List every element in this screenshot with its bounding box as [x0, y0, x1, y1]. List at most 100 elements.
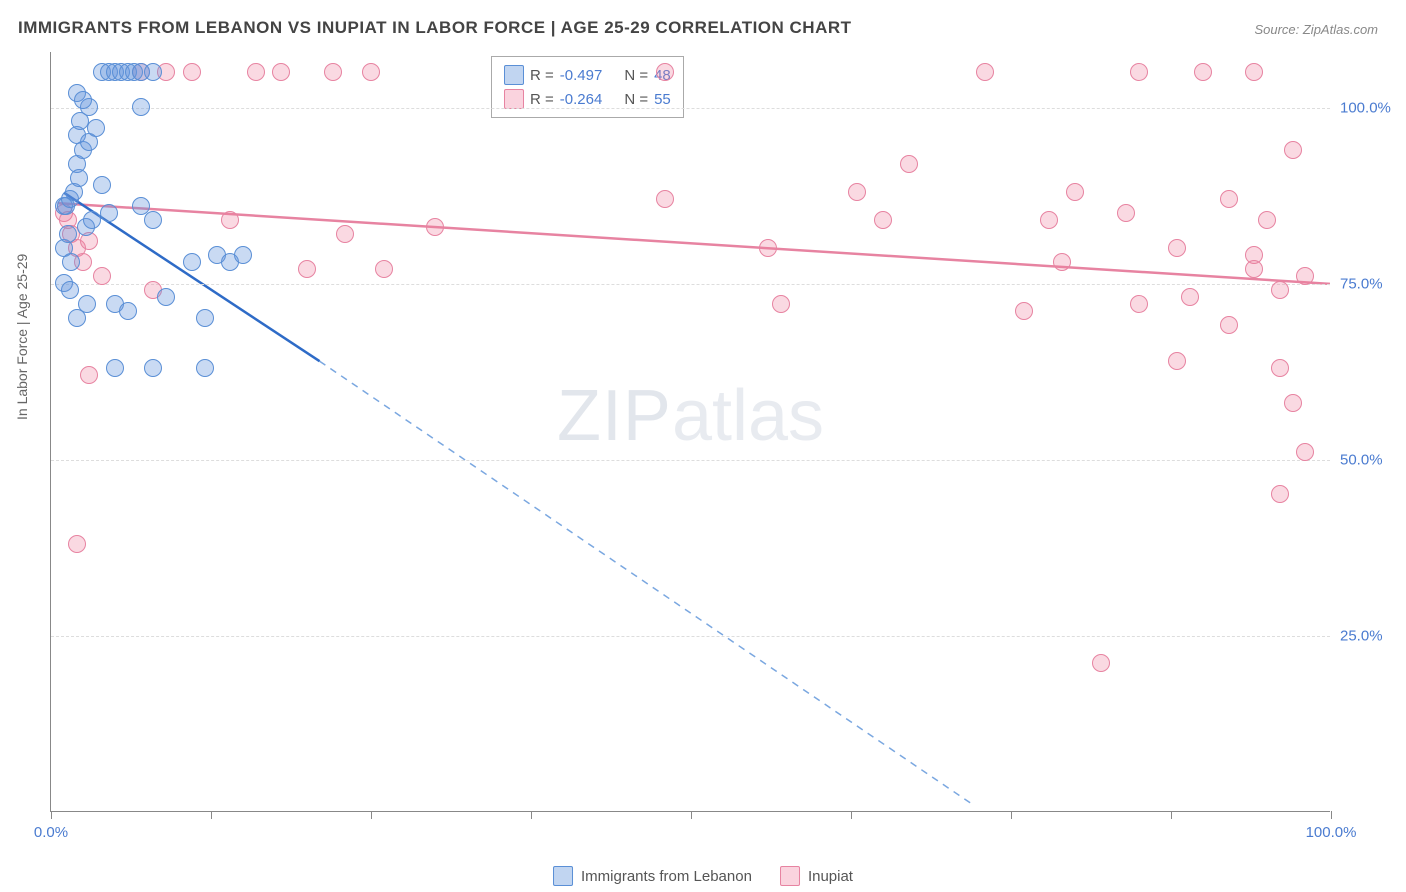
scatter-point-pink — [1181, 288, 1199, 306]
scatter-point-blue — [93, 176, 111, 194]
scatter-point-pink — [1053, 253, 1071, 271]
scatter-point-pink — [1245, 63, 1263, 81]
legend-n-label: N = — [624, 67, 648, 84]
scatter-point-blue — [83, 211, 101, 229]
scatter-point-blue — [132, 98, 150, 116]
scatter-point-blue — [144, 63, 162, 81]
scatter-point-blue — [144, 359, 162, 377]
scatter-point-pink — [848, 183, 866, 201]
source-attribution: Source: ZipAtlas.com — [1254, 22, 1378, 37]
scatter-point-blue — [87, 119, 105, 137]
scatter-point-blue — [61, 281, 79, 299]
scatter-point-blue — [196, 309, 214, 327]
legend-r-label: R = — [530, 67, 554, 84]
scatter-point-pink — [1130, 295, 1148, 313]
scatter-point-pink — [1168, 239, 1186, 257]
scatter-point-pink — [93, 267, 111, 285]
scatter-point-pink — [1117, 204, 1135, 222]
scatter-point-pink — [1066, 183, 1084, 201]
scatter-point-pink — [426, 218, 444, 236]
xtick-label: 0.0% — [34, 824, 68, 841]
plot-area: ZIPatlas R = -0.497 N = 48 R = -0.264 N … — [50, 52, 1330, 812]
watermark-zip: ZIP — [557, 376, 672, 456]
scatter-point-pink — [759, 239, 777, 257]
xtick — [51, 811, 52, 819]
bottom-swatch-blue — [553, 866, 573, 886]
scatter-point-blue — [144, 211, 162, 229]
trendlines-svg — [51, 52, 1330, 811]
chart-title: IMMIGRANTS FROM LEBANON VS INUPIAT IN LA… — [18, 18, 852, 38]
ytick-label: 100.0% — [1340, 100, 1400, 117]
scatter-point-pink — [1194, 63, 1212, 81]
bottom-legend-blue: Immigrants from Lebanon — [553, 866, 752, 886]
chart-container: IMMIGRANTS FROM LEBANON VS INUPIAT IN LA… — [0, 0, 1406, 892]
scatter-point-pink — [874, 211, 892, 229]
scatter-point-pink — [1015, 302, 1033, 320]
bottom-label-blue: Immigrants from Lebanon — [581, 868, 752, 885]
scatter-point-pink — [1296, 267, 1314, 285]
scatter-point-pink — [1271, 485, 1289, 503]
scatter-point-blue — [196, 359, 214, 377]
watermark-atlas: atlas — [672, 376, 824, 456]
scatter-point-pink — [1130, 63, 1148, 81]
gridline-h — [51, 108, 1330, 109]
scatter-point-blue — [100, 204, 118, 222]
bottom-legend-pink: Inupiat — [780, 866, 853, 886]
xtick — [371, 811, 372, 819]
scatter-point-pink — [298, 260, 316, 278]
scatter-point-pink — [80, 366, 98, 384]
xtick — [1171, 811, 1172, 819]
gridline-h — [51, 636, 1330, 637]
scatter-point-pink — [362, 63, 380, 81]
xtick — [851, 811, 852, 819]
bottom-legend: Immigrants from Lebanon Inupiat — [553, 866, 853, 886]
scatter-point-pink — [656, 190, 674, 208]
xtick — [211, 811, 212, 819]
bottom-swatch-pink — [780, 866, 800, 886]
ytick-label: 75.0% — [1340, 276, 1400, 293]
scatter-point-blue — [70, 169, 88, 187]
scatter-point-pink — [1092, 654, 1110, 672]
xtick — [531, 811, 532, 819]
scatter-point-pink — [1271, 359, 1289, 377]
scatter-point-pink — [1220, 190, 1238, 208]
scatter-point-pink — [1220, 316, 1238, 334]
scatter-point-pink — [1040, 211, 1058, 229]
scatter-point-blue — [183, 253, 201, 271]
scatter-point-pink — [656, 63, 674, 81]
scatter-point-blue — [78, 295, 96, 313]
scatter-point-pink — [336, 225, 354, 243]
scatter-point-pink — [1284, 394, 1302, 412]
legend-pink-n: 55 — [654, 91, 671, 108]
legend-row-blue: R = -0.497 N = 48 — [504, 63, 671, 87]
xtick-label: 100.0% — [1306, 824, 1357, 841]
scatter-point-pink — [1271, 281, 1289, 299]
legend-swatch-blue — [504, 65, 524, 85]
scatter-point-pink — [324, 63, 342, 81]
y-axis-label: In Labor Force | Age 25-29 — [14, 254, 30, 420]
xtick — [1331, 811, 1332, 819]
scatter-point-blue — [74, 91, 92, 109]
scatter-point-blue — [234, 246, 252, 264]
xtick — [1011, 811, 1012, 819]
scatter-point-pink — [1258, 211, 1276, 229]
scatter-point-pink — [1296, 443, 1314, 461]
gridline-h — [51, 284, 1330, 285]
legend-swatch-pink — [504, 89, 524, 109]
scatter-point-blue — [62, 253, 80, 271]
legend-n-label2: N = — [624, 91, 648, 108]
xtick — [691, 811, 692, 819]
scatter-point-pink — [247, 63, 265, 81]
scatter-point-pink — [272, 63, 290, 81]
legend-r-label2: R = — [530, 91, 554, 108]
scatter-point-pink — [1245, 260, 1263, 278]
scatter-point-pink — [1284, 141, 1302, 159]
scatter-point-pink — [1168, 352, 1186, 370]
legend-blue-r: -0.497 — [560, 67, 603, 84]
scatter-point-pink — [68, 535, 86, 553]
scatter-point-blue — [157, 288, 175, 306]
scatter-point-blue — [59, 225, 77, 243]
ytick-label: 25.0% — [1340, 628, 1400, 645]
ytick-label: 50.0% — [1340, 452, 1400, 469]
bottom-label-pink: Inupiat — [808, 868, 853, 885]
